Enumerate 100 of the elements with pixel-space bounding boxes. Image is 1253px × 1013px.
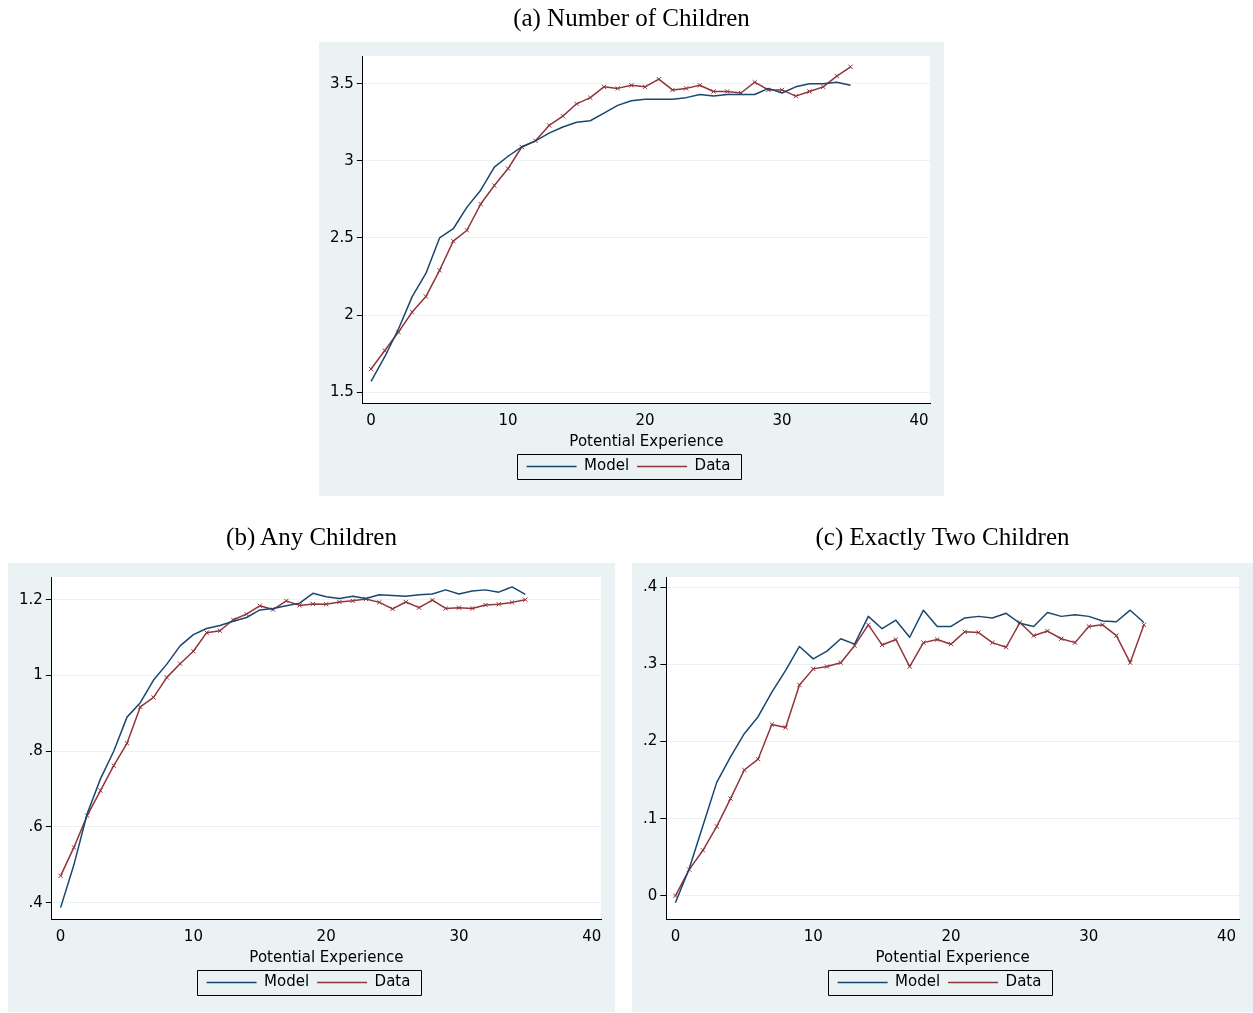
chart-title: (a) Number of Children: [512, 4, 751, 32]
y-tick-label: .1: [643, 808, 658, 827]
point: [741, 767, 747, 773]
point: [190, 648, 197, 654]
legend-label: Data: [374, 972, 411, 991]
point: [934, 636, 940, 643]
y-tick-label: 2.5: [330, 227, 354, 246]
point: [243, 611, 250, 617]
point: [755, 756, 761, 762]
x-tick-label: 40: [582, 926, 602, 945]
point: [1086, 623, 1092, 630]
point: [793, 93, 799, 99]
point: [683, 85, 689, 92]
point: [443, 605, 449, 612]
point: [907, 663, 913, 670]
point: [838, 660, 844, 666]
point: [669, 87, 676, 93]
point: [376, 599, 382, 605]
x-tick-label: 0: [670, 926, 681, 945]
y-tick-label: 1: [33, 665, 43, 684]
point: [1099, 622, 1106, 628]
y-tick-label: .3: [643, 654, 658, 673]
y-tick-label: 1.2: [19, 589, 43, 608]
point: [546, 122, 552, 129]
legend-label: Model: [264, 972, 310, 991]
point: [450, 238, 456, 244]
point: [150, 694, 157, 701]
legend-label: Model: [895, 972, 941, 991]
y-tick-label: .6: [28, 816, 43, 835]
x-axis-title: Potential Experience: [875, 947, 1030, 966]
point: [642, 84, 648, 90]
legend-label: Model: [584, 456, 630, 475]
y-tick-label: 3.5: [330, 73, 354, 92]
point: [423, 293, 429, 300]
chart-title: (c) Exactly Two Children: [814, 523, 1071, 551]
point: [97, 787, 104, 794]
point: [700, 847, 706, 853]
legend-label: Data: [1005, 972, 1042, 991]
point: [505, 165, 511, 172]
point: [509, 599, 515, 605]
point: [601, 84, 607, 90]
x-tick-label: 10: [498, 410, 518, 429]
point: [124, 740, 130, 746]
x-axis-title: Potential Experience: [569, 431, 724, 450]
point: [989, 640, 995, 646]
y-tick-label: 3: [344, 150, 354, 169]
x-tick-label: 40: [1217, 926, 1237, 945]
point: [469, 605, 475, 612]
point: [962, 629, 968, 635]
point: [948, 641, 954, 647]
point: [177, 661, 183, 667]
point: [389, 606, 396, 612]
point: [810, 666, 816, 672]
point: [920, 640, 927, 646]
x-tick-label: 30: [1079, 926, 1099, 945]
chart-title: (b) Any Children: [225, 523, 398, 551]
x-axis-title: Potential Experience: [249, 947, 404, 966]
point: [336, 599, 343, 605]
x-tick-label: 10: [183, 926, 203, 945]
point: [403, 599, 409, 605]
x-tick-label: 30: [772, 410, 792, 429]
point: [323, 601, 329, 607]
point: [416, 605, 422, 611]
point: [834, 73, 840, 79]
y-tick-label: .4: [643, 576, 658, 595]
x-tick-label: 0: [55, 926, 66, 945]
point: [283, 598, 289, 604]
point: [573, 101, 580, 107]
point: [615, 85, 621, 92]
point: [1072, 640, 1078, 646]
point: [482, 602, 489, 608]
point: [71, 844, 77, 851]
y-tick-label: 0: [647, 885, 658, 904]
x-tick-label: 10: [803, 926, 823, 945]
point: [796, 682, 803, 688]
y-tick-label: 2: [344, 304, 354, 323]
y-tick-label: .2: [643, 731, 658, 750]
point: [164, 674, 170, 680]
point: [456, 605, 462, 611]
point: [893, 636, 899, 643]
point: [697, 82, 703, 88]
point: [409, 309, 415, 315]
point: [350, 598, 356, 604]
point: [217, 628, 223, 634]
point: [496, 601, 502, 607]
y-tick-label: 1.5: [330, 382, 354, 401]
legend-label: Data: [694, 456, 731, 475]
point: [111, 762, 117, 769]
point: [847, 64, 854, 70]
point: [714, 823, 720, 829]
point: [769, 721, 775, 728]
point: [587, 95, 593, 101]
point: [783, 724, 789, 731]
point: [865, 622, 871, 628]
point: [1044, 628, 1051, 634]
x-tick-label: 20: [635, 410, 655, 429]
x-tick-label: 40: [909, 410, 929, 429]
x-tick-label: 20: [941, 926, 961, 945]
point: [752, 79, 758, 85]
x-tick-label: 0: [366, 410, 376, 429]
